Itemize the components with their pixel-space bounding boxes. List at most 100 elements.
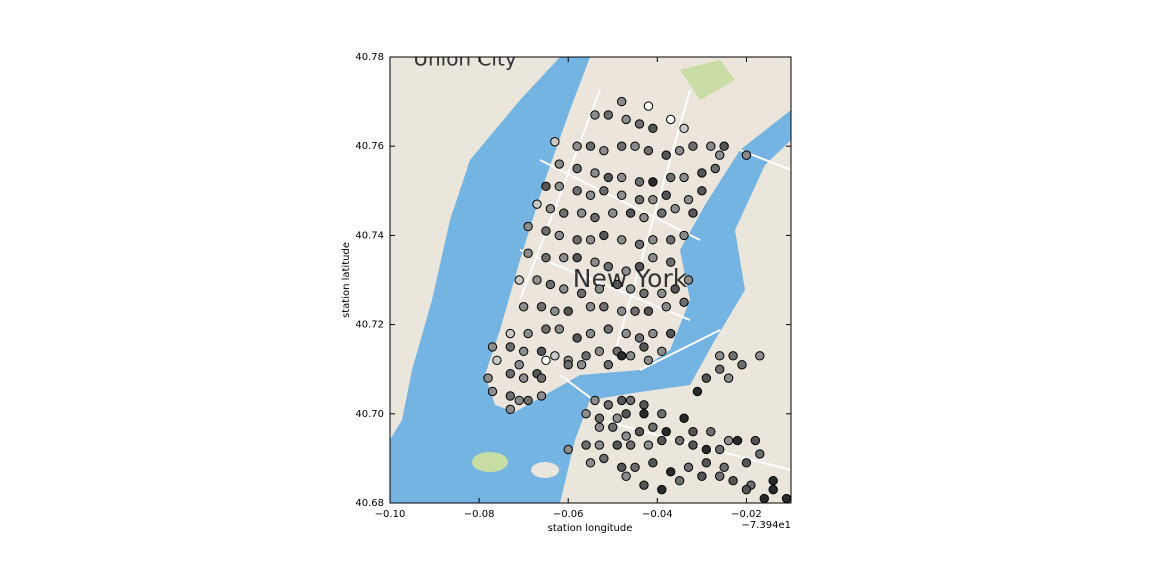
station-point — [648, 123, 658, 134]
station-point — [590, 257, 600, 267]
station-point — [648, 253, 658, 263]
station-point — [599, 302, 609, 312]
station-point — [616, 235, 627, 245]
station-point — [554, 324, 565, 334]
station-point — [541, 324, 551, 334]
station-point — [719, 141, 729, 151]
station-point — [536, 346, 547, 357]
station-point — [666, 328, 676, 339]
station-point — [621, 266, 631, 276]
road — [559, 374, 621, 421]
station-point — [603, 400, 614, 410]
station-point — [706, 141, 716, 151]
station-point — [599, 453, 609, 464]
station-point — [657, 208, 667, 218]
station-point — [576, 360, 587, 370]
station-point — [657, 484, 667, 495]
station-point — [616, 190, 627, 200]
station-point — [741, 150, 752, 160]
station-point — [572, 163, 582, 174]
station-point — [674, 476, 685, 486]
station-point — [661, 302, 671, 312]
station-point — [723, 435, 734, 446]
station-point — [612, 440, 622, 450]
station-point — [728, 351, 738, 361]
station-point — [666, 172, 676, 183]
station-point — [639, 409, 649, 419]
station-point — [590, 110, 600, 120]
station-point — [697, 471, 707, 481]
station-point — [701, 444, 712, 455]
station-point — [683, 275, 694, 285]
station-point — [590, 395, 600, 406]
station-point — [701, 458, 712, 468]
station-point — [612, 413, 622, 423]
y-tick-label: 40.68 — [355, 498, 384, 509]
station-point — [505, 342, 515, 352]
land-nj — [390, 57, 560, 440]
station-point — [666, 467, 676, 477]
station-point — [732, 435, 743, 446]
station-point — [563, 306, 573, 316]
station-point — [554, 181, 565, 192]
station-point — [514, 360, 524, 370]
station-point — [559, 284, 569, 294]
road — [539, 159, 701, 241]
map-label: Union City — [413, 47, 517, 71]
station-point — [697, 186, 707, 196]
station-point — [532, 275, 542, 285]
station-point — [657, 435, 667, 446]
x-axis-label: station longitude — [548, 523, 633, 534]
station-point — [576, 208, 587, 218]
plot-frame — [389, 56, 792, 504]
station-point — [666, 235, 676, 245]
station-point — [572, 141, 582, 151]
station-point — [594, 284, 605, 294]
station-point — [625, 395, 636, 406]
station-point — [715, 351, 725, 361]
station-point — [572, 333, 582, 343]
station-point — [679, 230, 689, 241]
station-point — [616, 172, 627, 183]
station-point — [536, 373, 547, 383]
station-point — [603, 261, 614, 272]
station-point — [639, 400, 649, 410]
station-point — [550, 351, 560, 361]
road — [519, 89, 601, 301]
station-point — [625, 440, 636, 450]
x-tick-label: −0.08 — [464, 509, 495, 520]
y-tick-label: 40.70 — [355, 409, 384, 420]
station-point — [594, 422, 605, 432]
station-point — [585, 302, 596, 312]
station-point — [639, 212, 649, 223]
island — [472, 452, 508, 472]
station-point — [625, 208, 636, 218]
station-point — [683, 195, 694, 205]
y-tick-label: 40.76 — [355, 141, 384, 152]
station-point — [603, 172, 614, 183]
station-point — [505, 368, 515, 379]
station-point — [710, 163, 720, 174]
station-point — [723, 373, 734, 383]
station-point — [621, 409, 631, 419]
station-point — [643, 355, 654, 365]
station-point — [599, 230, 609, 241]
station-point — [661, 190, 671, 200]
station-point — [648, 422, 658, 432]
station-point — [688, 141, 698, 151]
station-point — [505, 404, 515, 415]
points — [483, 96, 791, 503]
station-point — [487, 386, 498, 397]
station-point — [692, 386, 703, 397]
station-point — [661, 426, 671, 437]
station-point — [487, 342, 498, 352]
station-point — [590, 168, 600, 178]
station-point — [639, 288, 649, 299]
station-point — [679, 413, 689, 423]
station-point — [719, 462, 729, 473]
station-point — [514, 395, 524, 406]
station-point — [559, 253, 569, 263]
station-point — [536, 391, 547, 401]
